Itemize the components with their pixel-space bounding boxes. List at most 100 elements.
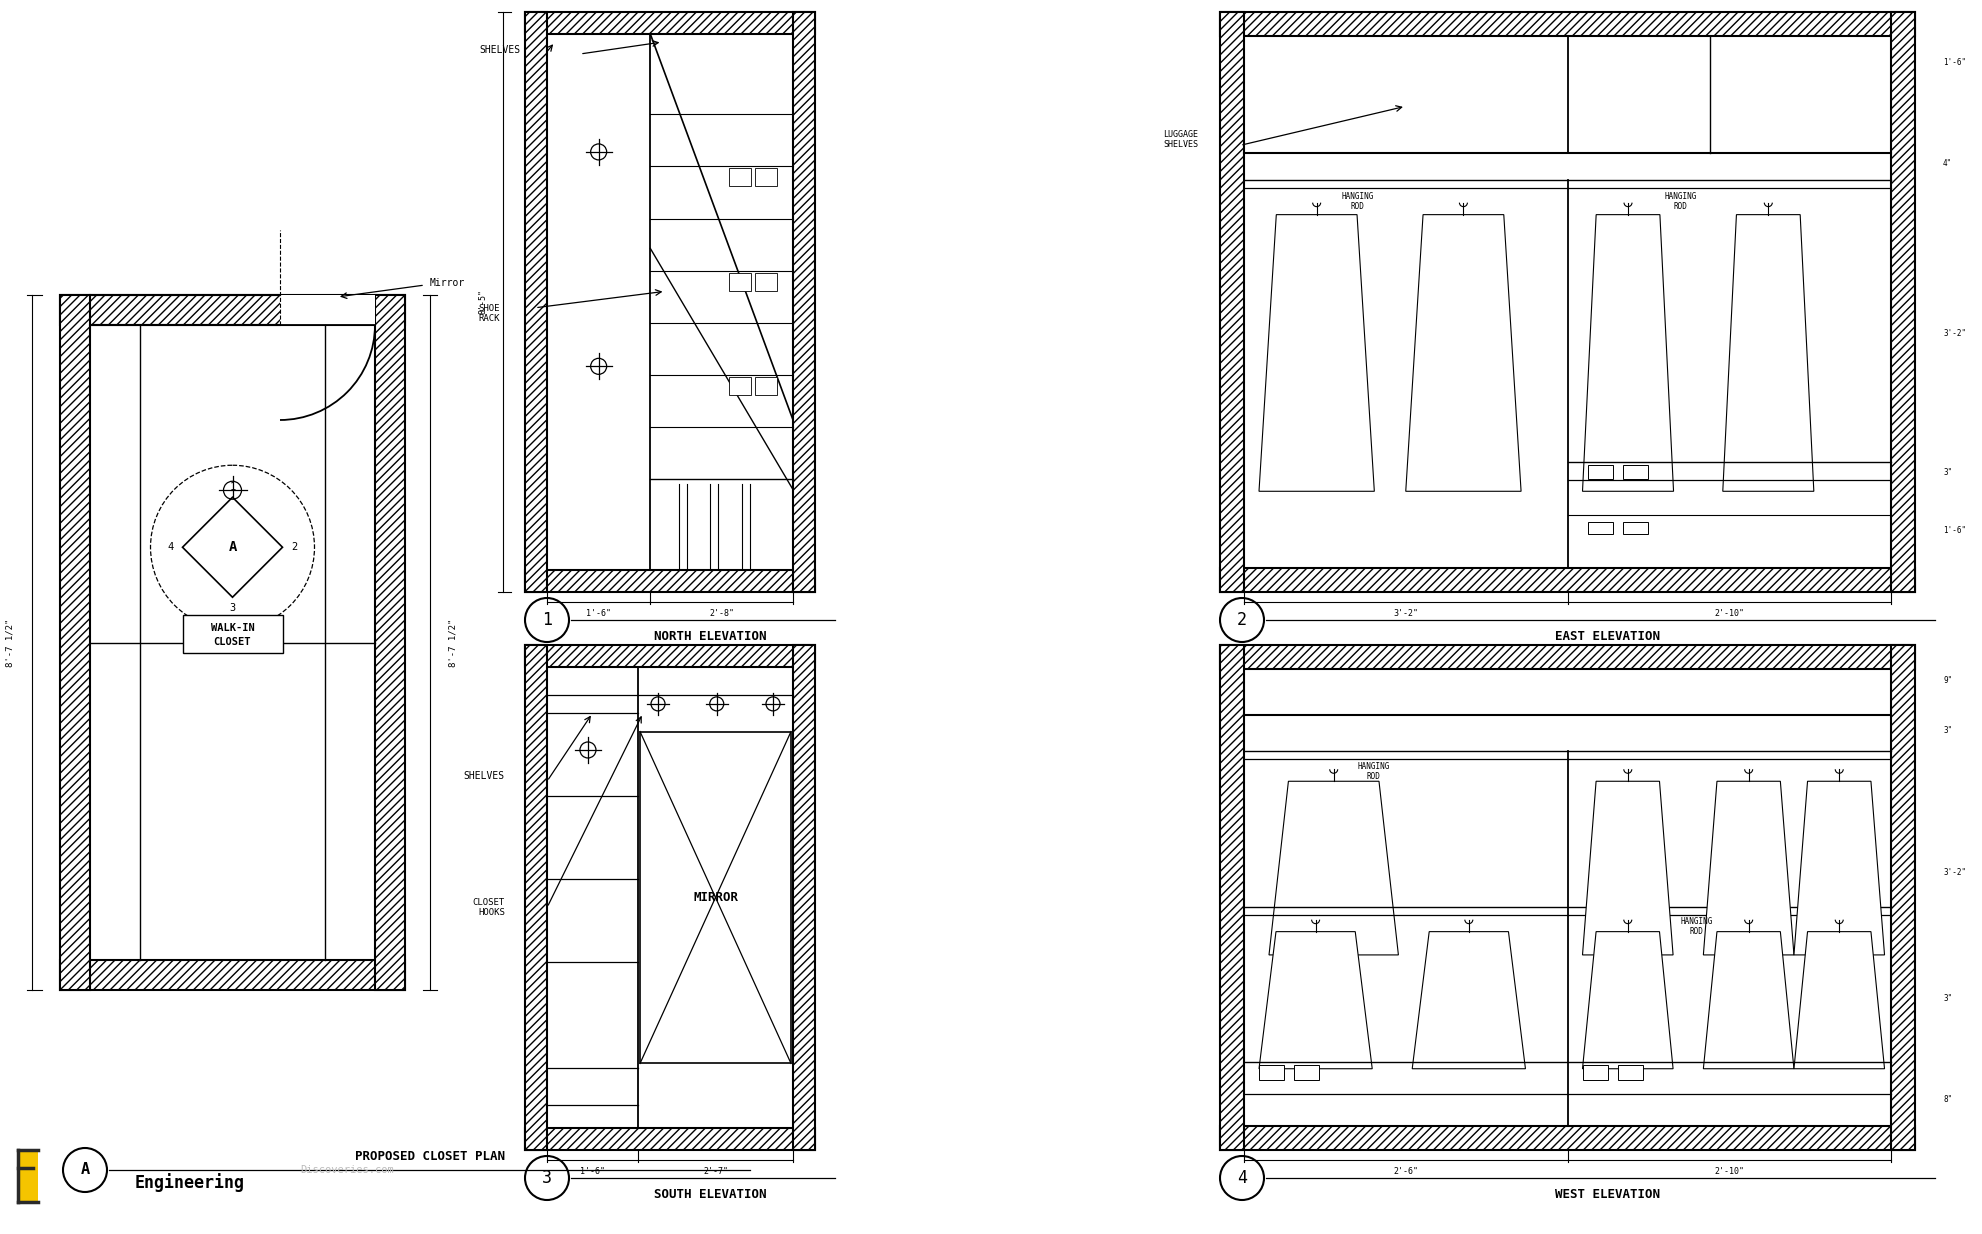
Text: 8'-7 1/2": 8'-7 1/2" [6, 618, 14, 666]
Bar [1617, 1065, 1643, 1080]
Bar [1221, 645, 1245, 1150]
Polygon shape [1794, 781, 1885, 955]
Bar [279, 295, 375, 325]
Text: Discoveries.com: Discoveries.com [299, 1165, 394, 1175]
Text: 3: 3 [230, 603, 236, 613]
Text: LUGGAGE
SHELVES: LUGGAGE SHELVES [1163, 130, 1197, 149]
Text: 8": 8" [1942, 1095, 1952, 1104]
Text: WALK-IN: WALK-IN [210, 623, 254, 633]
Bar [1221, 12, 1245, 592]
Text: HANGING
ROD: HANGING ROD [1665, 193, 1697, 211]
Bar [793, 12, 815, 592]
Text: Engineering: Engineering [135, 1174, 246, 1192]
Text: 1: 1 [230, 482, 236, 492]
Bar [1259, 1065, 1284, 1080]
Text: 3'-2": 3'-2" [1942, 868, 1966, 876]
Bar [640, 732, 791, 1064]
Text: A: A [228, 540, 236, 554]
Bar [1221, 12, 1915, 36]
Text: HANGING
ROD: HANGING ROD [1358, 761, 1389, 781]
Bar [1221, 645, 1915, 669]
Text: 4: 4 [1237, 1169, 1247, 1187]
Text: 4": 4" [1942, 159, 1952, 168]
Bar [1294, 1065, 1318, 1080]
Text: 3'-2": 3'-2" [1942, 329, 1966, 338]
Bar [525, 645, 815, 668]
Text: 2'-7": 2'-7" [704, 1167, 727, 1176]
Text: 8'-5": 8'-5" [478, 290, 488, 315]
Text: 1'-6": 1'-6" [1942, 526, 1966, 536]
Polygon shape [1405, 215, 1520, 491]
Bar [1582, 1065, 1607, 1080]
Text: WEST ELEVATION: WEST ELEVATION [1556, 1187, 1661, 1201]
Text: 3": 3" [1942, 995, 1952, 1003]
Bar [59, 295, 89, 990]
Text: 3": 3" [1942, 468, 1952, 476]
Text: 9": 9" [1942, 676, 1952, 685]
Polygon shape [1722, 215, 1814, 491]
Bar [59, 960, 404, 990]
Text: SHELVES: SHELVES [464, 771, 505, 781]
Bar [375, 295, 404, 990]
Text: SHELVES: SHELVES [480, 44, 519, 56]
Text: 2'-10": 2'-10" [1714, 610, 1744, 618]
Text: Mirror: Mirror [430, 278, 466, 288]
Bar [1245, 669, 1891, 1125]
Text: PROPOSED CLOSET PLAN: PROPOSED CLOSET PLAN [355, 1150, 505, 1162]
Bar [793, 645, 815, 1150]
Bar [1891, 645, 1915, 1150]
Text: 2'-6": 2'-6" [1393, 1167, 1419, 1176]
Text: NORTH ELEVATION: NORTH ELEVATION [654, 629, 767, 643]
Bar [755, 169, 777, 186]
Bar [1891, 12, 1915, 592]
Bar [1221, 568, 1915, 592]
Bar [525, 1128, 815, 1150]
Text: SHOE
RACK: SHOE RACK [478, 304, 499, 323]
Polygon shape [1413, 932, 1526, 1069]
Bar [755, 273, 777, 290]
Text: 4: 4 [166, 542, 174, 553]
Text: 1: 1 [541, 611, 553, 629]
Bar [547, 35, 793, 570]
Bar [59, 295, 404, 325]
Bar [1623, 522, 1647, 534]
Bar [1623, 464, 1647, 479]
Polygon shape [1582, 215, 1673, 491]
Bar [1221, 1125, 1915, 1150]
Bar [729, 169, 751, 186]
Polygon shape [182, 497, 283, 597]
Polygon shape [1259, 215, 1374, 491]
Text: 3'-2": 3'-2" [1393, 610, 1419, 618]
Text: 2: 2 [291, 542, 297, 553]
Bar [18, 1150, 38, 1202]
Bar [89, 325, 375, 960]
Polygon shape [1703, 932, 1794, 1069]
Text: 3": 3" [1942, 727, 1952, 735]
Text: 1'-6": 1'-6" [581, 1167, 605, 1176]
Text: 3: 3 [541, 1169, 553, 1187]
Bar [525, 570, 815, 592]
Text: 2'-8": 2'-8" [710, 610, 733, 618]
Text: HANGING
ROD: HANGING ROD [1681, 917, 1712, 937]
Text: 2'-10": 2'-10" [1714, 1167, 1744, 1176]
Bar [729, 376, 751, 395]
Text: HANGING
ROD: HANGING ROD [1342, 193, 1374, 211]
Text: CLOSET
HOOKS: CLOSET HOOKS [474, 898, 505, 917]
Bar [182, 616, 283, 653]
Polygon shape [1582, 932, 1673, 1069]
Bar [525, 645, 547, 1150]
Bar [1245, 36, 1891, 568]
Text: 8'-7 1/2": 8'-7 1/2" [448, 618, 458, 666]
Text: MIRROR: MIRROR [694, 891, 737, 905]
Text: EAST ELEVATION: EAST ELEVATION [1556, 629, 1661, 643]
Text: CLOSET: CLOSET [214, 637, 252, 648]
Text: 2: 2 [1237, 611, 1247, 629]
Bar [1588, 522, 1613, 534]
Text: 1'-6": 1'-6" [587, 610, 610, 618]
Bar [755, 376, 777, 395]
Polygon shape [1794, 932, 1885, 1069]
Text: 1'-6": 1'-6" [1942, 58, 1966, 67]
Bar [547, 668, 793, 1128]
Bar [525, 12, 815, 35]
Polygon shape [1259, 932, 1372, 1069]
